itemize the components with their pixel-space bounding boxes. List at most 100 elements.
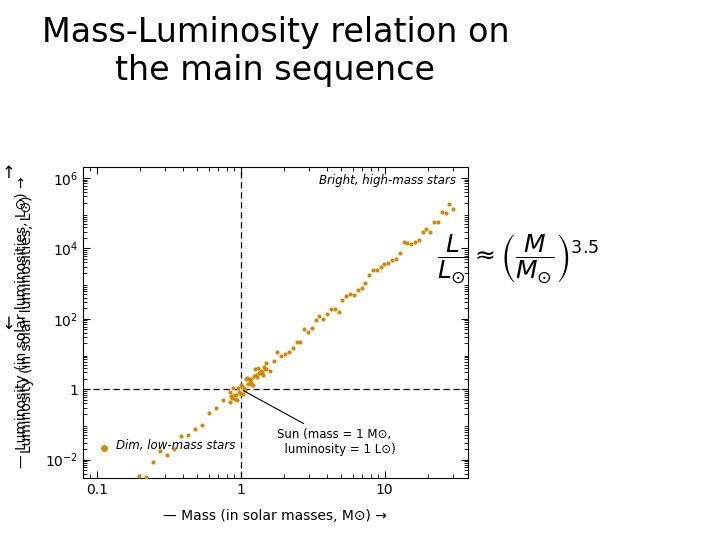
Point bbox=[235, 381, 246, 390]
Point bbox=[367, 266, 379, 275]
Text: ↓: ↓ bbox=[1, 315, 16, 333]
Text: — Luminosity (in solar luminosities, L⊙) →: — Luminosity (in solar luminosities, L⊙)… bbox=[14, 177, 29, 469]
Point bbox=[168, 444, 180, 453]
Point bbox=[242, 380, 253, 388]
Point bbox=[356, 284, 367, 292]
Point bbox=[447, 205, 459, 213]
Point bbox=[243, 375, 254, 383]
Point bbox=[148, 458, 159, 467]
Point bbox=[417, 228, 428, 237]
Text: — Mass (in solar masses, M⊙) →: — Mass (in solar masses, M⊙) → bbox=[163, 509, 387, 523]
Point bbox=[182, 430, 194, 439]
Point bbox=[234, 388, 246, 397]
Point bbox=[176, 432, 187, 441]
Point bbox=[256, 368, 267, 376]
Point bbox=[425, 227, 436, 236]
Point bbox=[341, 291, 352, 300]
Point bbox=[310, 315, 321, 324]
Text: Luminosity (in solar luminosities, L⊙): Luminosity (in solar luminosities, L⊙) bbox=[20, 195, 35, 453]
Point bbox=[302, 328, 314, 337]
Point bbox=[204, 408, 215, 417]
Point bbox=[352, 285, 364, 294]
Point bbox=[397, 238, 409, 246]
Point bbox=[371, 266, 382, 274]
Point bbox=[402, 239, 413, 248]
Point bbox=[314, 312, 325, 321]
Point bbox=[440, 209, 451, 218]
Point bbox=[420, 225, 432, 233]
Text: $\dfrac{L}{L_{\odot}} \approx \left(\dfrac{M}{M_{\odot}}\right)^{3.5}$: $\dfrac{L}{L_{\odot}} \approx \left(\dfr… bbox=[437, 233, 600, 286]
Text: Mass-Luminosity relation on
the main sequence: Mass-Luminosity relation on the main seq… bbox=[42, 16, 509, 87]
Point bbox=[428, 218, 440, 226]
Point bbox=[409, 237, 420, 246]
Point bbox=[229, 395, 240, 403]
Point bbox=[279, 350, 291, 359]
Point bbox=[249, 364, 261, 373]
Point bbox=[337, 295, 348, 304]
Point bbox=[291, 338, 302, 347]
Point bbox=[333, 307, 344, 316]
Point bbox=[375, 263, 387, 272]
Point bbox=[271, 347, 283, 356]
Text: Dim, low-mass stars: Dim, low-mass stars bbox=[115, 438, 235, 451]
Point bbox=[140, 473, 152, 482]
Point bbox=[387, 255, 398, 264]
Text: ↑: ↑ bbox=[1, 164, 16, 182]
Point bbox=[246, 381, 258, 389]
Point bbox=[405, 240, 417, 249]
Point bbox=[211, 404, 222, 413]
Point bbox=[133, 472, 145, 481]
Point bbox=[306, 323, 318, 332]
Point bbox=[232, 383, 243, 392]
Point bbox=[225, 392, 237, 401]
Point bbox=[254, 368, 266, 377]
Point bbox=[394, 249, 405, 258]
Point bbox=[161, 451, 173, 460]
Point bbox=[225, 398, 236, 407]
Point bbox=[258, 370, 269, 379]
Point bbox=[321, 309, 333, 318]
Point bbox=[251, 373, 263, 381]
Point bbox=[413, 235, 425, 244]
Point bbox=[241, 373, 253, 382]
Point bbox=[225, 388, 236, 396]
Point bbox=[329, 305, 341, 314]
Point bbox=[228, 390, 240, 399]
Point bbox=[432, 218, 444, 227]
Point bbox=[246, 378, 257, 387]
Point bbox=[299, 325, 310, 334]
Point bbox=[119, 490, 130, 499]
Point bbox=[268, 357, 279, 366]
Point bbox=[235, 390, 247, 399]
Point bbox=[283, 348, 294, 356]
Point bbox=[238, 390, 249, 399]
Point bbox=[318, 315, 329, 323]
Point bbox=[230, 390, 242, 399]
Point bbox=[260, 364, 271, 373]
Point bbox=[294, 338, 306, 347]
Point bbox=[359, 279, 371, 288]
Point bbox=[444, 200, 455, 209]
Point bbox=[364, 270, 375, 279]
Point bbox=[255, 367, 266, 375]
Point bbox=[390, 254, 402, 263]
Point bbox=[276, 352, 287, 360]
Point bbox=[248, 372, 260, 381]
Point bbox=[244, 378, 256, 387]
Point bbox=[189, 424, 201, 433]
Point bbox=[239, 385, 251, 394]
Text: Bright, high-mass stars: Bright, high-mass stars bbox=[320, 174, 456, 187]
Point bbox=[231, 396, 243, 405]
Point bbox=[287, 344, 299, 353]
Point bbox=[233, 388, 245, 396]
Point bbox=[252, 363, 264, 372]
Point bbox=[344, 290, 356, 299]
Point bbox=[245, 374, 256, 383]
Point bbox=[436, 208, 448, 217]
Point bbox=[154, 447, 166, 455]
Point bbox=[260, 359, 271, 368]
Point bbox=[251, 371, 262, 380]
Point bbox=[217, 396, 229, 404]
Point bbox=[91, 503, 102, 511]
Point bbox=[256, 367, 268, 376]
